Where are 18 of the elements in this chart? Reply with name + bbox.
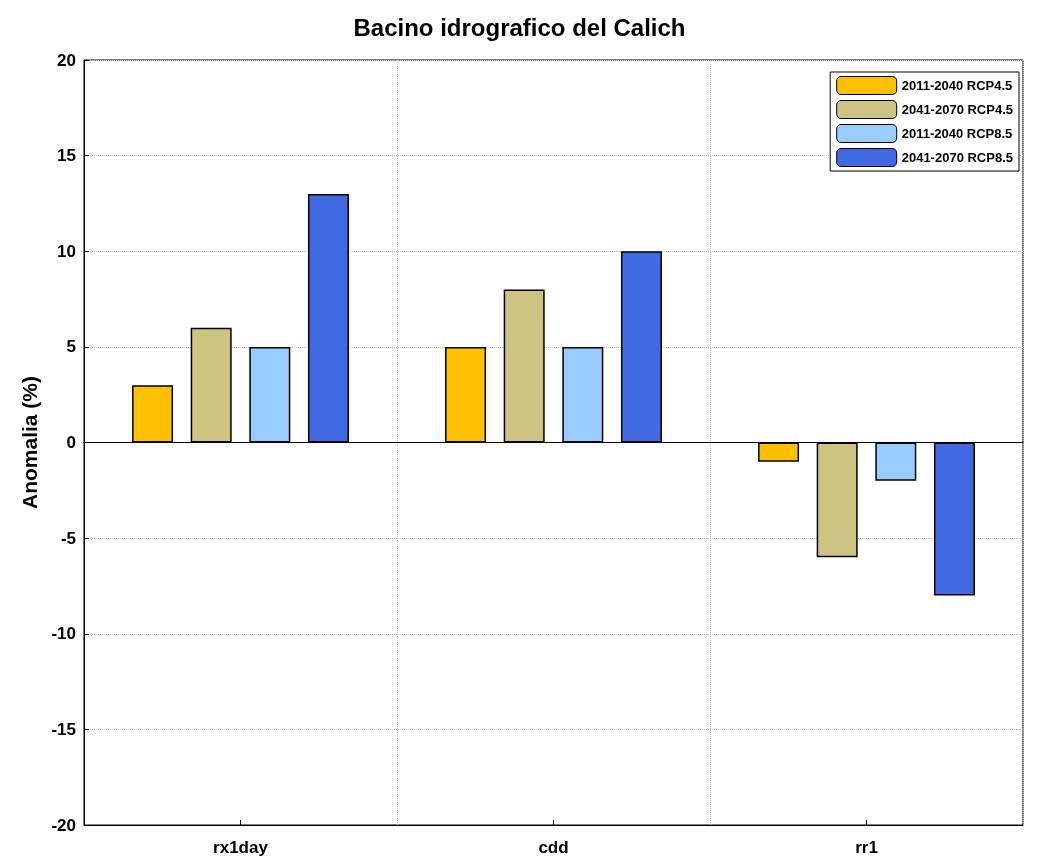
y-tick-label: 5 — [66, 337, 76, 357]
y-tick-label: -15 — [51, 719, 76, 739]
x-tick-label: cdd — [538, 838, 569, 857]
chart-title: Bacino idrografico del Calich — [353, 13, 686, 41]
y-tick-label: -5 — [60, 528, 76, 548]
y-tick-label: -20 — [51, 815, 76, 835]
y-tick-label: 0 — [66, 433, 76, 452]
legend-label: 2011-2040 RCP4.5 — [901, 78, 1013, 93]
y-tick-label: 10 — [57, 241, 76, 261]
y-tick-label: 20 — [57, 50, 76, 70]
legend-label: 2041-2070 RCP4.5 — [901, 102, 1014, 117]
y-tick-label: -10 — [51, 624, 76, 644]
y-tick-label: 15 — [57, 146, 76, 166]
legend-label: 2041-2070 RCP8.5 — [901, 150, 1014, 165]
legend-label: 2011-2040 RCP8.5 — [901, 126, 1013, 141]
x-tick-label: rr1 — [855, 838, 878, 857]
y-axis-title: Anomalia (%) — [18, 375, 41, 510]
x-tick-label: rx1day — [213, 838, 269, 857]
